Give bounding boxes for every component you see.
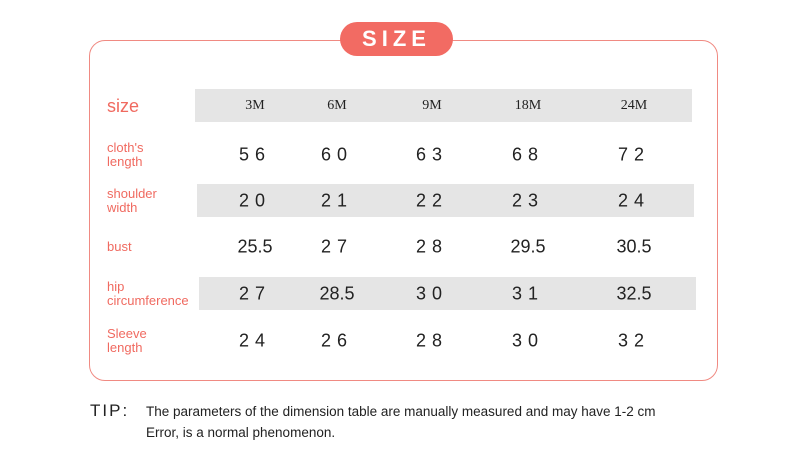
row-band — [199, 277, 696, 310]
size-value: 24 — [238, 330, 272, 351]
size-value: 27 — [238, 283, 272, 304]
size-value: 23 — [511, 190, 545, 211]
size-value: 28 — [415, 236, 449, 257]
size-value: 22 — [415, 190, 449, 211]
size-value: 26 — [320, 330, 354, 351]
size-value: 63 — [415, 144, 449, 165]
size-value: 20 — [238, 190, 272, 211]
size-value: 27 — [320, 236, 354, 257]
column-header: 24M — [620, 98, 648, 113]
size-value: 32 — [617, 330, 651, 351]
tip-text: The parameters of the dimension table ar… — [146, 404, 656, 419]
size-value: 32.5 — [616, 283, 652, 304]
size-value: 56 — [238, 144, 272, 165]
size-value: 72 — [617, 144, 651, 165]
tip-label: TIP: — [90, 401, 130, 420]
row-label: hip circumference — [107, 279, 189, 308]
size-value: 25.5 — [237, 236, 273, 257]
column-header: 6M — [327, 98, 347, 113]
size-value: 68 — [511, 144, 545, 165]
size-value: 28.5 — [319, 283, 355, 304]
column-header: 3M — [245, 98, 265, 113]
column-header: 18M — [514, 98, 542, 113]
size-value: 24 — [617, 190, 651, 211]
size-value: 30.5 — [616, 236, 652, 257]
row-label: cloth's length — [107, 140, 144, 169]
row-label: bust — [107, 239, 132, 254]
row-label: shoulder width — [107, 186, 157, 215]
size-value: 21 — [320, 190, 354, 211]
size-value: 31 — [511, 283, 545, 304]
title-badge: SIZE — [340, 22, 453, 56]
size-value: 28 — [415, 330, 449, 351]
column-header: 9M — [422, 98, 442, 113]
tip-text: Error, is a normal phenomenon. — [146, 425, 336, 440]
header-label: size — [107, 96, 140, 116]
header-band — [195, 89, 692, 122]
row-label: Sleeve length — [107, 326, 147, 355]
size-value: 30 — [511, 330, 545, 351]
size-value: 30 — [415, 283, 449, 304]
row-band — [197, 184, 694, 217]
size-value: 60 — [320, 144, 354, 165]
size-value: 29.5 — [510, 236, 546, 257]
